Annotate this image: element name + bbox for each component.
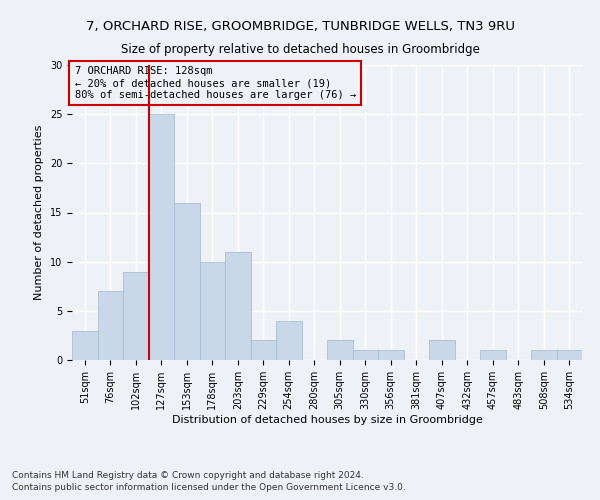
- Bar: [327, 340, 353, 360]
- Text: 7 ORCHARD RISE: 128sqm
← 20% of detached houses are smaller (19)
80% of semi-det: 7 ORCHARD RISE: 128sqm ← 20% of detached…: [74, 66, 356, 100]
- Y-axis label: Number of detached properties: Number of detached properties: [34, 125, 44, 300]
- Bar: [199, 262, 225, 360]
- Bar: [97, 291, 123, 360]
- Bar: [353, 350, 378, 360]
- Bar: [174, 202, 199, 360]
- Bar: [251, 340, 276, 360]
- Bar: [149, 114, 174, 360]
- Text: Size of property relative to detached houses in Groombridge: Size of property relative to detached ho…: [121, 42, 479, 56]
- Bar: [531, 350, 557, 360]
- Bar: [429, 340, 455, 360]
- Bar: [72, 330, 97, 360]
- Text: Contains HM Land Registry data © Crown copyright and database right 2024.: Contains HM Land Registry data © Crown c…: [12, 471, 364, 480]
- Text: 7, ORCHARD RISE, GROOMBRIDGE, TUNBRIDGE WELLS, TN3 9RU: 7, ORCHARD RISE, GROOMBRIDGE, TUNBRIDGE …: [86, 20, 515, 33]
- Bar: [276, 320, 302, 360]
- Bar: [557, 350, 582, 360]
- Text: Contains public sector information licensed under the Open Government Licence v3: Contains public sector information licen…: [12, 484, 406, 492]
- Bar: [480, 350, 505, 360]
- X-axis label: Distribution of detached houses by size in Groombridge: Distribution of detached houses by size …: [172, 414, 482, 424]
- Bar: [378, 350, 404, 360]
- Bar: [225, 252, 251, 360]
- Bar: [123, 272, 149, 360]
